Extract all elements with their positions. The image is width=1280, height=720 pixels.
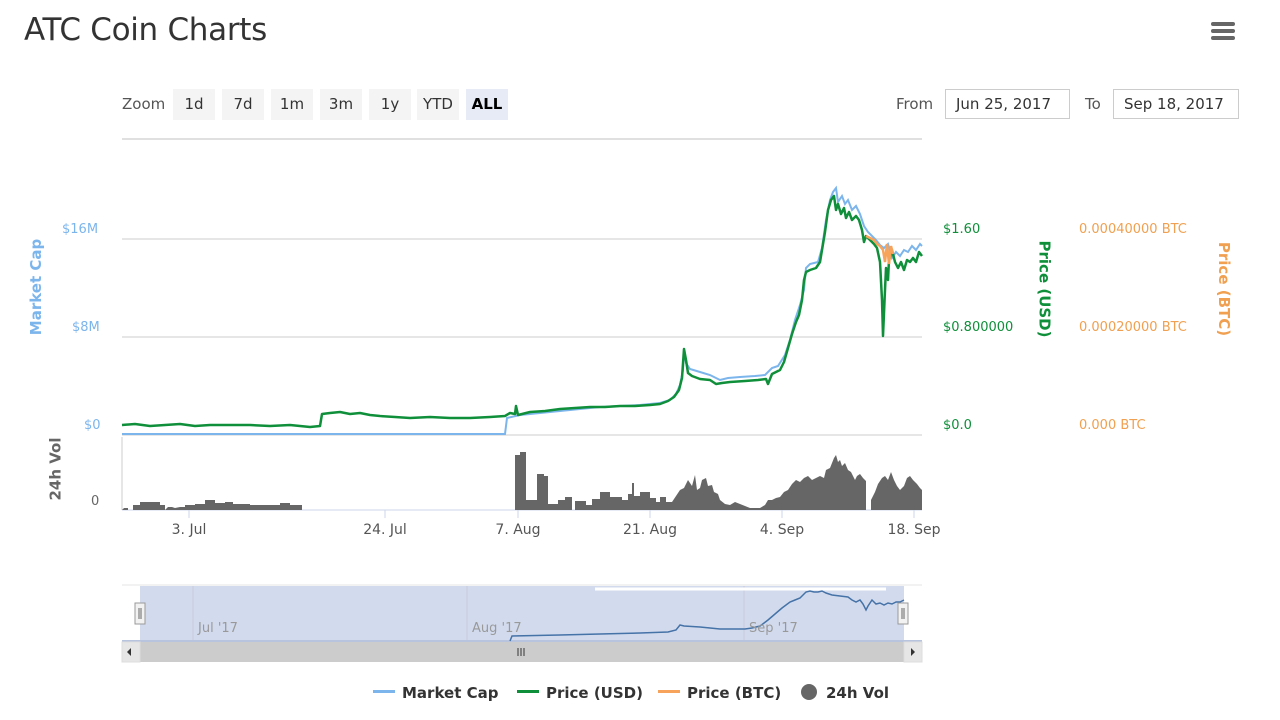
zoom-7d-button[interactable]: 7d [222,89,264,120]
usd-axis-title: Price (USD) [1035,240,1054,338]
from-date-input[interactable]: Jun 25, 2017 [945,89,1070,119]
x-tick-sep-4: 4. Sep [759,522,805,538]
navigator-label-aug: Aug '17 [472,621,522,636]
x-tick-aug-21: 21. Aug [622,522,678,538]
navigator-left-handle [134,602,146,625]
zoom-1d-button[interactable]: 1d [173,89,215,120]
legend-item-price-btc[interactable]: Price (BTC) [658,684,781,702]
legend-label: Price (USD) [546,684,643,702]
zoom-1y-button[interactable]: 1y [369,89,411,120]
btc-tick-0-0002: 0.00020000 BTC [1079,320,1187,335]
usd-tick-1-60: $1.60 [943,222,981,237]
btc-tick-0: 0.000 BTC [1079,418,1146,433]
navigator-selected-range [140,586,904,642]
btc-axis-title: Price (BTC) [1215,241,1234,337]
navigator-label-jul: Jul '17 [198,621,238,636]
navigator-right-handle [897,602,909,625]
volume-axis-title: 24h Vol [46,437,65,501]
scrollbar-thumb [140,642,904,662]
hamburger-menu-icon[interactable] [1211,22,1235,42]
volume-tick-0: 0 [91,494,100,509]
legend-item-market-cap[interactable]: Market Cap [373,684,498,702]
market-cap-tick-16m: $16M [62,222,99,237]
to-date-input[interactable]: Sep 18, 2017 [1113,89,1239,119]
volume-legend-dot-icon [801,683,817,700]
zoom-1m-button[interactable]: 1m [271,89,313,120]
btc-tick-0-0004: 0.00040000 BTC [1079,222,1187,237]
price-usd-legend-swatch-icon [517,690,539,693]
navigator-label-sep: Sep '17 [749,621,798,636]
legend-label: 24h Vol [826,684,890,702]
from-label: From [896,95,934,113]
price-btc-series [865,234,895,265]
chart-legend: Market Cap Price (USD) Price (BTC) 24h V… [0,683,1280,708]
price-btc-legend-swatch-icon [658,690,680,693]
market-cap-tick-0: $0 [84,418,101,433]
x-tick-jul-24: 24. Jul [363,522,407,538]
price-usd-series [121,194,923,429]
zoom-all-button[interactable]: ALL [466,89,508,120]
legend-label: Market Cap [402,684,499,702]
market-cap-tick-8m: $8M [72,320,100,335]
zoom-3m-button[interactable]: 3m [320,89,362,120]
x-tick-sep-18: 18. Sep [887,522,941,538]
x-tick-aug-7: 7. Aug [495,522,541,538]
to-label: To [1085,95,1101,113]
market-cap-legend-swatch-icon [373,690,395,693]
legend-item-24h-vol[interactable]: 24h Vol [801,683,890,702]
x-tick-jul-3: 3. Jul [171,522,207,538]
zoom-label: Zoom [122,95,166,113]
page-title: ATC Coin Charts [24,12,267,48]
legend-item-price-usd[interactable]: Price (USD) [517,684,643,702]
navigator-series [509,590,905,642]
zoom-ytd-button[interactable]: YTD [417,89,459,120]
usd-tick-0: $0.0 [943,418,972,433]
legend-label: Price (BTC) [687,684,782,702]
market-cap-axis-title: Market Cap [27,238,46,336]
volume-series [122,452,922,510]
market-cap-series [122,185,923,435]
usd-tick-0-80: $0.800000 [943,320,1014,335]
